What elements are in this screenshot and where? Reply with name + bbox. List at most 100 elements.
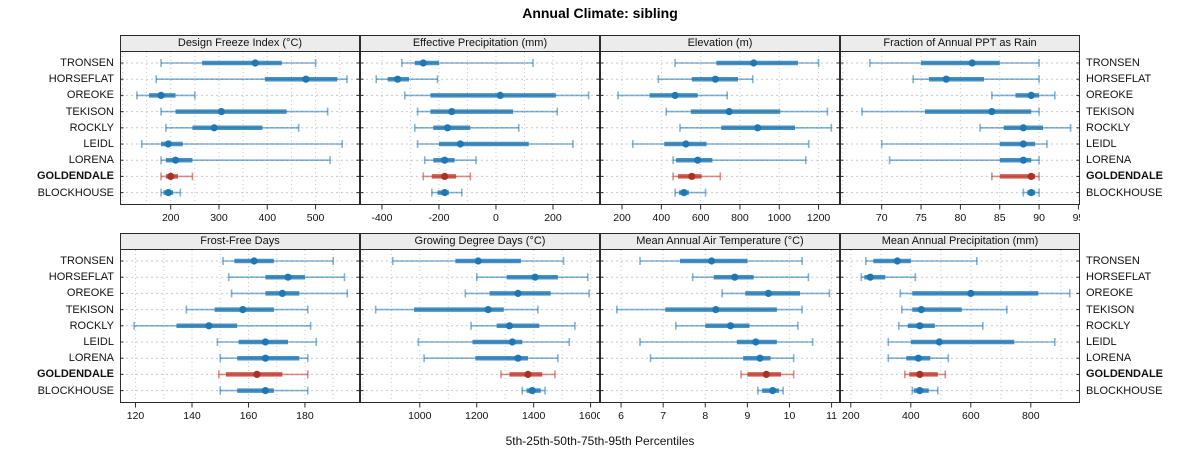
station-label-tronsen: TRONSEN — [60, 57, 114, 69]
series — [160, 59, 317, 67]
series — [721, 289, 831, 298]
chart-title: Annual Climate: sibling — [522, 5, 678, 21]
series — [374, 305, 539, 314]
series — [1022, 188, 1040, 197]
median-dot — [893, 257, 901, 265]
median-dot — [448, 108, 456, 116]
panel-title: Mean Annual Air Temperature (°C) — [600, 233, 840, 249]
station-label-oreoke: OREOKE — [1086, 287, 1134, 300]
median-dot — [988, 108, 996, 116]
median-dot — [205, 322, 213, 330]
median-dot — [164, 189, 172, 197]
series — [911, 386, 939, 395]
axis-tick-label: -400 — [371, 212, 392, 224]
station-label-horseflat: HORSEFLAT — [1086, 271, 1152, 284]
series — [679, 123, 833, 132]
axis-tick-label: 200 — [162, 212, 180, 224]
station-label-blockhouse: BLOCKHOUSE — [1086, 186, 1163, 199]
median-dot — [917, 306, 925, 314]
median-dot — [284, 273, 292, 281]
axis-tick-label: 120 — [127, 410, 145, 422]
series — [888, 156, 1040, 165]
series — [649, 354, 795, 363]
series — [912, 75, 1040, 84]
series — [639, 257, 803, 265]
axis-tick-label: 200 — [544, 212, 562, 224]
series — [674, 59, 820, 67]
station-label-horseflat: HORSEFLAT — [1086, 73, 1152, 86]
axis-tick-label: 140 — [183, 410, 201, 422]
median-dot — [171, 156, 180, 164]
median-dot — [514, 354, 522, 362]
panel-title: Effective Precipitation (mm) — [360, 35, 600, 51]
station-label-lorena: LORENA — [68, 352, 114, 365]
axis-tick-label: 1600 — [579, 410, 600, 422]
series — [521, 386, 546, 395]
station-label-goldendale: GOLDENDALE — [37, 368, 114, 381]
axis-tick-label: 1400 — [522, 410, 546, 422]
station-label-rockly: ROCKLY — [69, 121, 114, 134]
series — [864, 257, 978, 265]
station-label-goldendale: GOLDENDALE — [1086, 170, 1163, 183]
series — [391, 257, 565, 265]
median-dot — [916, 322, 924, 330]
series — [979, 123, 1072, 132]
median-dot — [441, 172, 449, 180]
axis-tick-label: 8 — [702, 410, 708, 422]
panel-growing-degree-days: Growing Degree Days (°C) 1000 1200 1400 160… — [360, 233, 600, 428]
median-dot — [253, 370, 261, 378]
station-label-leidl: LEIDL — [1086, 336, 1117, 348]
series — [133, 321, 312, 330]
axis-tick-label: 80 — [955, 212, 967, 224]
axis-tick-label: -200 — [428, 212, 449, 224]
median-dot — [866, 273, 874, 281]
axis-tick-label: 800 — [1022, 410, 1040, 422]
series-highlight — [991, 172, 1040, 181]
series-highlight — [422, 172, 472, 181]
station-label-horseflat: HORSEFLAT — [48, 73, 114, 86]
series — [160, 107, 329, 116]
series — [431, 188, 463, 197]
median-dot — [711, 75, 719, 83]
panel-plot: 120 140 160 180 — [120, 249, 360, 422]
series — [403, 91, 590, 100]
station-label-blockhouse: BLOCKHOUSE — [1086, 384, 1163, 397]
station-label-goldendale: GOLDENDALE — [1086, 368, 1163, 381]
median-dot — [508, 338, 516, 346]
series — [416, 140, 574, 148]
median-dot — [210, 124, 218, 132]
station-label-oreoke: OREOKE — [66, 287, 114, 300]
median-dot — [443, 124, 452, 132]
axis-tick-label: 11 — [826, 410, 837, 422]
axis-tick-label: 85 — [994, 212, 1006, 224]
median-dot — [769, 387, 777, 395]
station-label-tronsen: TRONSEN — [1086, 255, 1140, 267]
panel-mean-annual-precipitation: Mean Annual Precipitation (mm) 200 400 600… — [840, 233, 1080, 428]
axis-tick-label: 600 — [692, 212, 710, 224]
axis-tick-label: 75 — [915, 212, 927, 224]
median-dot — [764, 289, 773, 297]
median-dot — [217, 108, 226, 116]
median-dot — [731, 273, 739, 281]
series — [674, 321, 799, 330]
series — [665, 107, 829, 116]
median-dot — [694, 156, 702, 164]
series — [185, 305, 309, 314]
station-label-tekison: TEKISON — [65, 105, 114, 118]
station-label-lorena: LORENA — [68, 154, 114, 167]
series-highlight — [218, 370, 309, 379]
axis-tick-label: 1000 — [408, 410, 432, 422]
series — [136, 91, 196, 100]
panel-frost-free-days: Frost-Free Days 120 140 160 180 — [120, 233, 360, 428]
median-dot — [688, 172, 696, 180]
median-dot — [671, 91, 679, 99]
axis-tick-label: 1200 — [807, 212, 831, 224]
station-label-blockhouse: BLOCKHOUSE — [37, 186, 114, 199]
median-dot — [531, 273, 539, 281]
series — [375, 75, 439, 84]
panel-mean-annual-air-temperature: Mean Annual Air Temperature (°C) 6 7 8 9 10 1… — [600, 233, 840, 428]
series — [219, 386, 309, 395]
median-dot — [707, 257, 716, 265]
series — [165, 123, 300, 132]
station-label-tekison: TEKISON — [1086, 303, 1135, 316]
